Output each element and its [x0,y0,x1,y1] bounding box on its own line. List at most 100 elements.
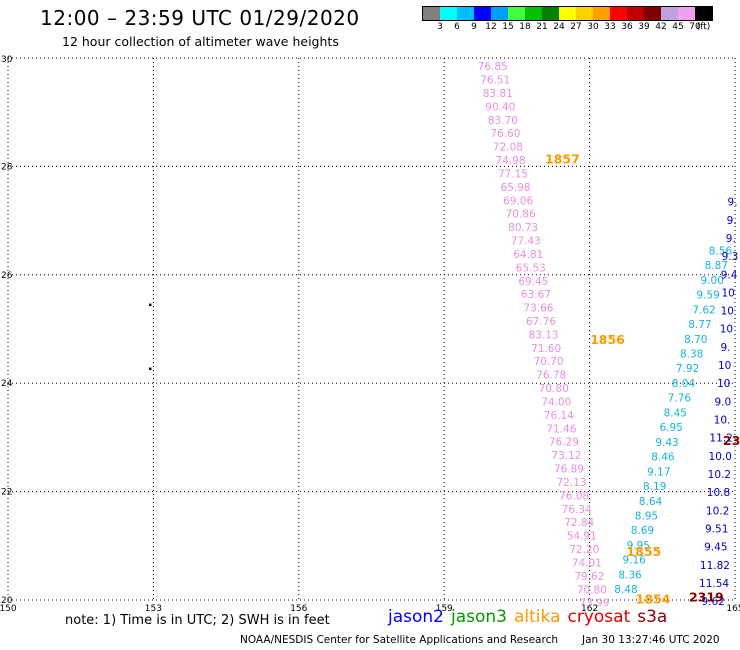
legend-label: 39 [638,22,650,32]
lat-tick-label: 30 [1,55,13,65]
legend-swatch [440,7,457,20]
jason2-track-value: 9. [726,233,736,245]
lon-tick-label: 165 [726,604,740,614]
altika-track-value: 70.80 [539,383,569,395]
legend-label: 70 [689,22,701,32]
legend-swatch [457,7,474,20]
footer-note: note: 1) Time is in UTC; 2) SWH is in fe… [65,613,330,628]
jason2-track-value: 10.8 [707,487,730,499]
jason3-track-value: 8.38 [680,349,703,361]
jason3-track-value: 8.70 [684,334,707,346]
pass-time-label: 1855 [626,544,661,559]
jason3-track-value: 7.76 [668,393,692,405]
legend-label: 24 [553,22,565,32]
wave-height-map[interactable]: 150 153 156 159 162 165 20 22 24 26 28 30 76.85 76.51… [0,50,740,615]
altika-track-value: 76.60 [490,128,520,140]
lon-tick-label: 162 [581,604,598,614]
altika-track-value: 71.60 [531,343,561,355]
jason3-track-value: 8.64 [639,496,663,508]
jason2-track-value: 10.2 [706,505,729,517]
lon-tick-label: 150 [0,604,17,614]
satellite-s3a: s3a [637,607,668,627]
jason2-track-value: 10.2 [708,469,731,481]
altika-track-value: 65.98 [501,182,531,194]
jason3-track-value: 8.04 [672,378,696,390]
legend-label: 36 [621,22,633,32]
jason3-track-value: 9.43 [655,437,678,449]
jason2-track-value: 10. [714,415,731,427]
jason3-track-value: 8.45 [664,407,687,419]
satellite-legend: jason2 jason3 altika cryosat s3a [388,607,674,627]
jason2-track-value: 10.0 [709,451,732,463]
jason2-track-value: 9.3 [722,251,739,263]
pass-time-label: 23 [723,433,740,448]
jason3-track-value: 8.48 [614,584,637,596]
jason3-track-value: 8.36 [618,569,642,581]
altika-track-value: 70.86 [506,209,536,221]
altika-track-value: 80.73 [508,222,538,234]
lat-tick-label: 24 [1,379,13,389]
altika-track-value: 73.66 [523,303,553,315]
legend-label: 15 [502,22,514,32]
altika-track-value: 76.08 [559,490,589,502]
jason2-track-value: 10 [718,360,731,372]
color-scale-swatches [422,6,713,21]
jason3-track-value: 8.87 [705,260,728,272]
altika-track-value: 70.70 [534,356,564,368]
altika-track-value: 76.29 [549,437,579,449]
altika-track-value: 76.85 [478,61,508,73]
legend-label: 6 [454,22,460,32]
chart-title: 12:00 – 23:59 UTC 01/29/2020 [40,6,360,30]
altika-track-value: 70.80 [577,584,607,596]
altika-track-value: 74.01 [572,557,602,569]
legend-swatch [644,7,661,20]
legend-swatch [508,7,525,20]
legend-label: 3 [437,22,443,32]
legend-label: 33 [604,22,616,32]
jason2-track-value: 9. [721,342,731,354]
legend-label: 21 [536,22,548,32]
legend-swatch [593,7,610,20]
jason3-track-value: 9.59 [696,290,719,302]
jason3-track-value: 9.16 [622,555,646,567]
jason3-track-value: 7.62 [692,304,715,316]
altika-track-value: 76.51 [480,75,510,87]
satellite-cryosat: cryosat [567,607,631,627]
jason3-track-value: 9.17 [647,466,670,478]
altika-track-value: 83.13 [529,329,559,341]
legend-label: 30 [587,22,599,32]
jason2-track-value: 9.0 [715,396,732,408]
altika-track-value: 72.84 [564,517,594,529]
lat-tick-label: 22 [1,488,12,498]
altika-track-value: 65.53 [516,262,546,274]
generation-timestamp: Jan 30 13:27:46 UTC 2020 [582,634,720,646]
altika-track-value: 72.13 [557,477,587,489]
legend-label: 12 [485,22,497,32]
jason2-track-value: 9.62 [701,596,724,608]
jason2-track-value: 10 [721,306,734,318]
altika-track-value: 67.76 [526,316,556,328]
altika-track-value: 76.14 [544,410,574,422]
jason2-track-value: 9.4 [721,269,738,281]
altika-track-value: 76.78 [536,370,566,382]
altika-track-value: 74.00 [541,396,571,408]
jason2-track-value: 10 [717,378,730,390]
jason3-track-value: 8.19 [643,481,666,493]
legend-swatch [525,7,542,20]
satellite-jason3: jason3 [451,607,507,627]
legend-label: (ft) [696,22,711,32]
altika-track-value: 76.34 [562,504,592,516]
legend-label: 9 [471,22,477,32]
legend-swatch [661,7,678,20]
jason3-track-value: 8.46 [651,452,675,464]
jason3-track-value: 9.00 [701,275,724,287]
altika-track-value: 69.06 [503,195,533,207]
color-scale-legend: 3 6 9 12 15 18 21 24 27 30 33 36 39 42 45 70 (ft) [422,6,728,38]
jason2-track-value: 9. [727,215,737,227]
lon-tick-label: 159 [436,604,453,614]
altika-track-value: 79.62 [574,571,604,583]
island-dot [149,367,152,371]
lon-tick-label: 153 [145,604,162,614]
island-dot [149,303,152,307]
jason3-track-value: 8.95 [635,511,658,523]
